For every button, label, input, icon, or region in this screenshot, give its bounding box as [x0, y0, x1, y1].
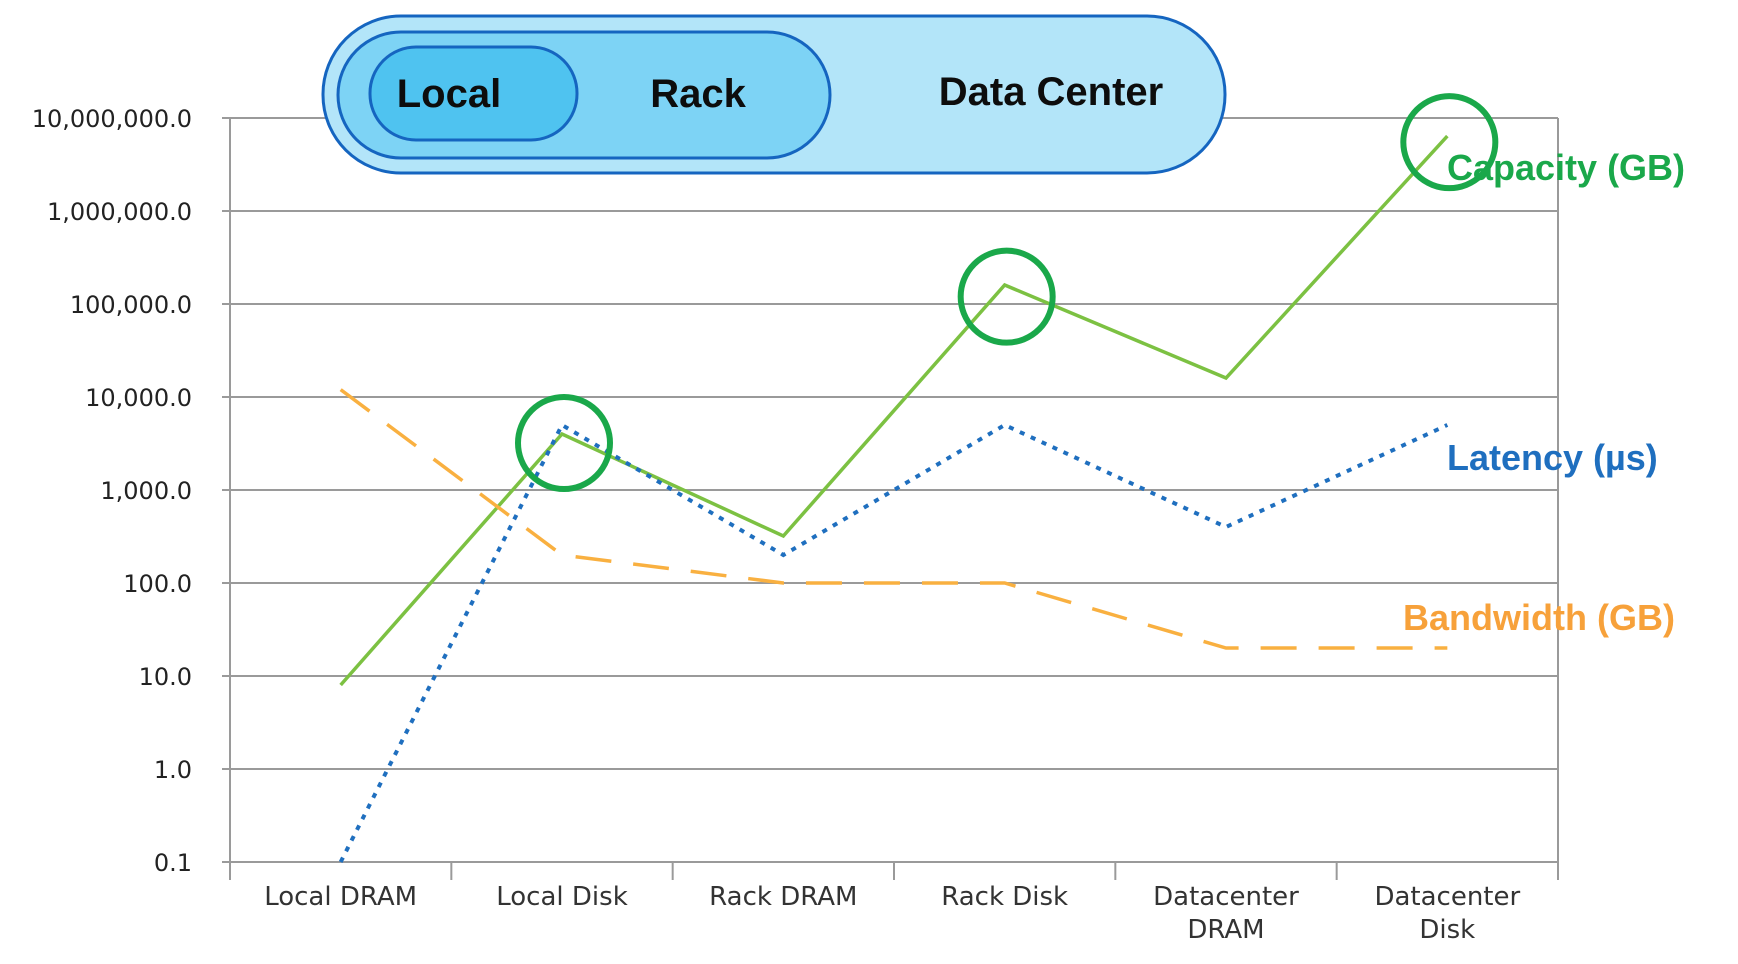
series-label-capacity: Capacity (GB) — [1447, 147, 1685, 188]
x-tick-label: Disk — [1419, 915, 1475, 945]
highlight-circles — [515, 93, 1499, 493]
y-tick-label: 10.0 — [139, 663, 192, 691]
hierarchy-label-datacenter: Data Center — [939, 70, 1164, 114]
y-tick-label: 10,000,000.0 — [32, 105, 192, 133]
x-axis: Local DRAM Local Disk Rack DRAM Rack Disk Da… — [229, 862, 1559, 945]
x-tick-label: DRAM — [1187, 915, 1264, 945]
x-tick-label: Rack Disk — [941, 882, 1068, 912]
highlight-circle — [957, 247, 1056, 346]
series-labels: Capacity (GB) Latency (µs) Bandwidth (GB… — [1403, 147, 1685, 638]
y-tick-label: 100.0 — [123, 570, 192, 598]
x-tick-label: Datacenter — [1153, 882, 1299, 912]
x-tick-label: Rack DRAM — [709, 882, 857, 912]
y-tick-label: 1,000.0 — [100, 477, 192, 505]
x-tick-label: Datacenter — [1374, 882, 1520, 912]
y-tick-label: 1,000,000.0 — [47, 198, 192, 226]
highlight-circle — [1400, 93, 1499, 192]
hierarchy-diagram: Local Rack Data Center — [321, 14, 1227, 175]
series-label-bandwidth: Bandwidth (GB) — [1403, 597, 1675, 638]
highlight-circle — [515, 394, 613, 493]
series-line-0 — [339, 134, 1449, 687]
hierarchy-label-rack: Rack — [650, 72, 746, 116]
series-lines — [338, 134, 1449, 863]
x-tick-label: Local DRAM — [264, 882, 417, 912]
series-line-2 — [339, 388, 1448, 650]
y-tick-label: 100,000.0 — [70, 291, 192, 319]
y-tick-labels: 0.1 1.0 10.0 100.0 1,000.0 10,000.0 100,000.0 1… — [32, 105, 192, 877]
series-label-latency: Latency (µs) — [1447, 437, 1658, 478]
x-tick-label: Local Disk — [496, 882, 628, 912]
series-line-1 — [338, 422, 1449, 863]
y-tick-label: 1.0 — [154, 756, 192, 784]
hierarchy-local-box — [368, 45, 579, 142]
hierarchy-label-local: Local — [397, 72, 501, 116]
y-tick-label: 10,000.0 — [85, 384, 192, 412]
y-tick-label: 0.1 — [154, 849, 192, 877]
